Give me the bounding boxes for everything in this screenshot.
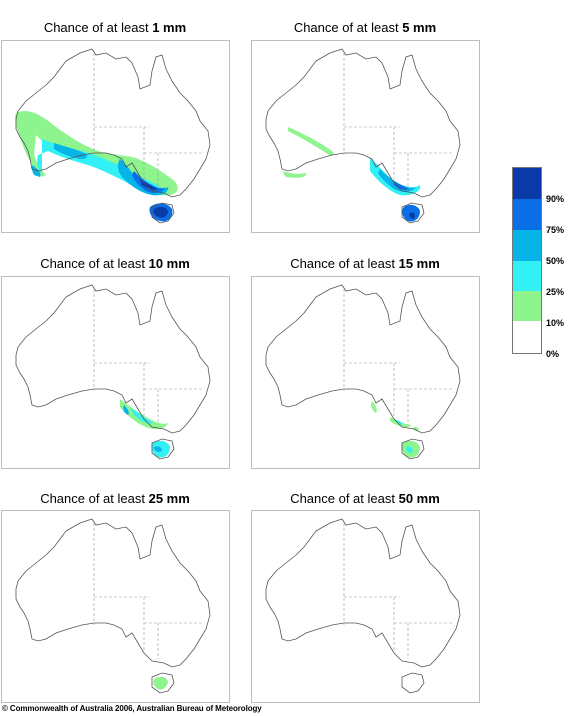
copyright-notice: © Commonwealth of Australia 2006, Austra… — [2, 704, 262, 713]
australia-outline-15mm — [265, 284, 461, 460]
legend-label-90: 90% — [546, 194, 565, 204]
map-50mm — [251, 510, 480, 703]
legend-swatch-0 — [513, 321, 541, 353]
australia-outline-10mm — [15, 284, 211, 460]
panel-title-50mm: Chance of at least 50 mm — [290, 491, 440, 506]
panel-title-10mm: Chance of at least 10 mm — [40, 256, 190, 271]
australia-map-25mm — [15, 518, 211, 694]
legend-label-10: 10% — [546, 318, 565, 328]
australia-map-15mm — [265, 284, 461, 460]
map-1mm — [1, 40, 230, 233]
legend-label-75: 75% — [546, 225, 565, 235]
australia-map-1mm — [15, 48, 211, 224]
australia-outline-1mm — [15, 48, 211, 224]
legend-swatch-10 — [513, 291, 541, 321]
australia-outline-25mm — [15, 518, 211, 694]
legend-swatch-75 — [513, 199, 541, 230]
panel-title-1mm: Chance of at least 1 mm — [43, 20, 187, 35]
panel-title-15mm: Chance of at least 15 mm — [290, 256, 440, 271]
map-5mm — [251, 40, 480, 233]
legend-label-25: 25% — [546, 287, 565, 297]
legend-swatch-50 — [513, 230, 541, 261]
legend-swatch-25 — [513, 261, 541, 291]
rain-area-15mm — [371, 401, 420, 458]
legend-swatch-90 — [513, 168, 541, 199]
map-15mm — [251, 276, 480, 469]
australia-map-50mm — [265, 518, 461, 694]
australia-outline-50mm — [265, 518, 461, 694]
legend-label-0: 0% — [546, 349, 560, 359]
australia-map-10mm — [15, 284, 211, 460]
rain-area-1mm — [15, 110, 178, 222]
rain-area-5mm — [282, 127, 421, 222]
map-25mm — [1, 510, 230, 703]
panel-title-5mm: Chance of at least 5 mm — [293, 20, 437, 35]
rain-area-10mm — [120, 399, 170, 458]
australia-outline-5mm — [265, 48, 461, 224]
map-10mm — [1, 276, 230, 469]
panel-title-25mm: Chance of at least 25 mm — [40, 491, 190, 506]
rain-area-25mm — [153, 676, 168, 690]
probability-legend — [512, 167, 542, 354]
legend-label-50: 50% — [546, 256, 565, 266]
australia-map-5mm — [265, 48, 461, 224]
